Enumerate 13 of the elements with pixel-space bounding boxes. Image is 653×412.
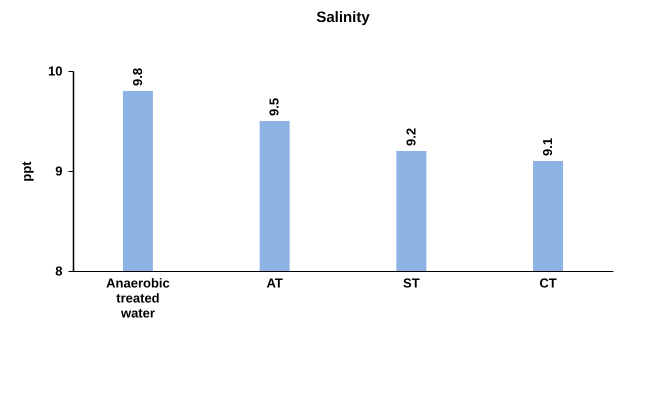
x-tick-label: Anaerobic treated water: [106, 276, 170, 320]
x-tick-label: AT: [266, 276, 283, 290]
y-tick-label: 8: [55, 264, 62, 278]
data-label: 9.5: [266, 98, 282, 116]
y-axis-title: ppt: [19, 160, 34, 182]
y-tick-label: 10: [48, 64, 62, 78]
data-label: 9.2: [403, 128, 418, 146]
y-tick-label: 9: [55, 164, 62, 178]
chart-title: Salinity: [316, 9, 370, 26]
x-tick-label: ST: [403, 276, 420, 290]
data-label: 9.1: [540, 138, 556, 156]
data-label: 9.8: [130, 68, 145, 86]
x-tick-label: CT: [539, 276, 557, 290]
